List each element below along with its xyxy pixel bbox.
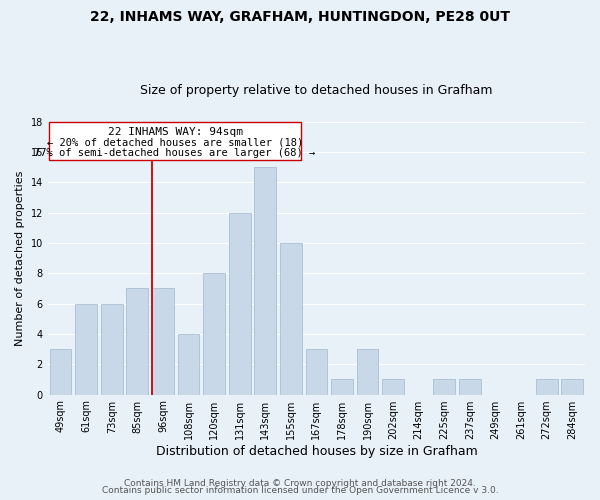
Bar bbox=[254, 167, 276, 394]
Bar bbox=[382, 380, 404, 394]
Bar bbox=[203, 274, 225, 394]
Bar bbox=[433, 380, 455, 394]
Bar bbox=[229, 212, 251, 394]
Bar bbox=[152, 288, 174, 395]
X-axis label: Distribution of detached houses by size in Grafham: Distribution of detached houses by size … bbox=[155, 444, 477, 458]
Bar bbox=[356, 349, 379, 395]
Bar bbox=[459, 380, 481, 394]
Bar bbox=[280, 243, 302, 394]
Bar bbox=[101, 304, 122, 394]
Text: Contains HM Land Registry data © Crown copyright and database right 2024.: Contains HM Land Registry data © Crown c… bbox=[124, 478, 476, 488]
Bar bbox=[50, 349, 71, 395]
Text: Contains public sector information licensed under the Open Government Licence v : Contains public sector information licen… bbox=[101, 486, 499, 495]
FancyBboxPatch shape bbox=[49, 122, 301, 160]
Bar bbox=[562, 380, 583, 394]
Bar bbox=[178, 334, 199, 394]
Bar bbox=[127, 288, 148, 395]
Text: 77% of semi-detached houses are larger (68) →: 77% of semi-detached houses are larger (… bbox=[34, 148, 316, 158]
Bar bbox=[331, 380, 353, 394]
Text: 22, INHAMS WAY, GRAFHAM, HUNTINGDON, PE28 0UT: 22, INHAMS WAY, GRAFHAM, HUNTINGDON, PE2… bbox=[90, 10, 510, 24]
Bar bbox=[75, 304, 97, 394]
Text: ← 20% of detached houses are smaller (18): ← 20% of detached houses are smaller (18… bbox=[47, 138, 303, 147]
Bar bbox=[536, 380, 557, 394]
Text: 22 INHAMS WAY: 94sqm: 22 INHAMS WAY: 94sqm bbox=[107, 127, 242, 137]
Bar bbox=[305, 349, 327, 395]
Title: Size of property relative to detached houses in Grafham: Size of property relative to detached ho… bbox=[140, 84, 493, 97]
Y-axis label: Number of detached properties: Number of detached properties bbox=[15, 170, 25, 346]
